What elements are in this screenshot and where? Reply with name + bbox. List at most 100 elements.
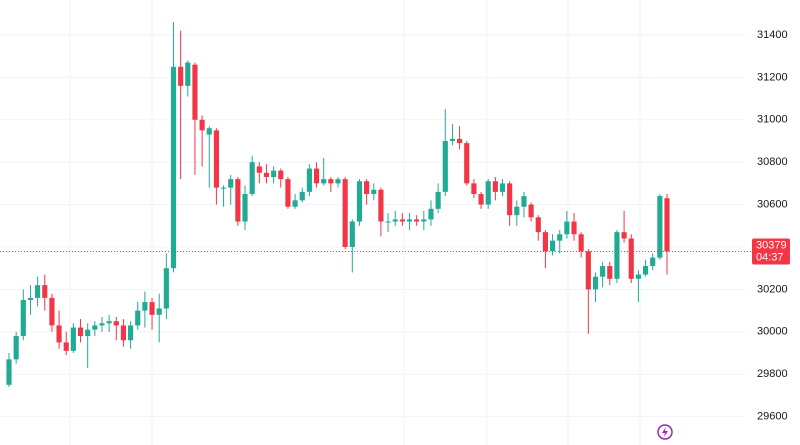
last-price-label: 30379 xyxy=(756,239,787,251)
candle-body xyxy=(535,217,541,233)
candle-body xyxy=(485,181,491,205)
countdown-label: 04:37 xyxy=(756,251,784,263)
candle-body xyxy=(406,219,413,222)
y-tick-label: 31200 xyxy=(757,71,788,83)
candle-body xyxy=(428,208,434,220)
candle-body xyxy=(335,179,341,184)
candle-body xyxy=(499,183,506,192)
candle-body xyxy=(356,181,363,222)
candle-body xyxy=(163,268,169,309)
candle-body xyxy=(521,196,527,207)
candle-body xyxy=(128,325,134,341)
candle-body xyxy=(642,266,649,275)
candle-body xyxy=(621,232,627,239)
candle-body xyxy=(92,325,98,330)
candle-body xyxy=(228,179,234,188)
candle-body xyxy=(585,251,591,290)
candle-body xyxy=(507,183,513,216)
candle-body xyxy=(385,221,391,223)
candle-body xyxy=(70,327,76,351)
candle-body xyxy=(178,66,184,86)
candle-body xyxy=(371,189,377,194)
candle-body xyxy=(364,181,370,194)
candle-body xyxy=(578,234,584,252)
candle-body xyxy=(464,143,470,184)
candle-body xyxy=(557,234,563,241)
candle-body xyxy=(63,342,69,351)
candle-body xyxy=(628,238,634,279)
candle-body xyxy=(49,297,55,326)
candle-body xyxy=(650,257,656,267)
y-tick-label: 29600 xyxy=(757,410,788,422)
candle-body xyxy=(564,221,570,235)
candle-body xyxy=(442,140,448,192)
candle-body xyxy=(242,193,248,222)
candle-body xyxy=(313,168,320,184)
candle-body xyxy=(471,183,477,194)
candle-body xyxy=(600,266,606,277)
candle-body xyxy=(42,285,48,298)
candle-body xyxy=(435,191,441,209)
candle-body xyxy=(170,66,177,269)
candle-body xyxy=(192,64,198,120)
candle-body xyxy=(6,359,12,385)
candle-body xyxy=(328,179,334,184)
candle-body xyxy=(77,327,84,337)
candle-body xyxy=(449,138,456,141)
candle-body xyxy=(378,189,384,222)
candle-body xyxy=(592,276,599,290)
candle-body xyxy=(271,170,277,178)
candle-body xyxy=(414,219,420,222)
candle-body xyxy=(20,299,26,337)
candle-body xyxy=(249,162,255,194)
y-tick-label: 30200 xyxy=(757,283,788,295)
candle-body xyxy=(206,128,212,135)
y-tick-label: 30000 xyxy=(757,326,788,338)
candle-body xyxy=(256,166,262,173)
candle-body xyxy=(664,198,670,252)
candle-body xyxy=(514,206,520,216)
candle-body xyxy=(106,321,112,324)
y-tick-label: 30800 xyxy=(757,156,788,168)
candle-body xyxy=(607,266,613,279)
candle-body xyxy=(56,325,62,343)
candle-body xyxy=(13,336,19,360)
candle-body xyxy=(199,119,205,131)
candle-body xyxy=(349,221,355,247)
candle-body xyxy=(478,193,484,205)
candle-body xyxy=(135,310,141,326)
candle-body xyxy=(306,168,312,192)
candle-body xyxy=(156,308,162,315)
candle-body xyxy=(220,187,227,189)
candle-body xyxy=(657,196,663,258)
candle-body xyxy=(571,221,577,235)
candle-body xyxy=(263,172,270,178)
candle-body xyxy=(113,321,119,326)
candle-body xyxy=(457,138,463,144)
candle-body xyxy=(342,179,348,247)
y-tick-label: 30600 xyxy=(757,198,788,210)
candle-body xyxy=(142,302,148,311)
candle-body xyxy=(399,219,405,222)
candle-body xyxy=(549,240,556,252)
candle-body xyxy=(492,181,498,192)
candle-body xyxy=(27,297,34,300)
y-tick-label: 31400 xyxy=(757,29,788,41)
y-tick-label: 31000 xyxy=(757,114,788,126)
candle-body xyxy=(285,179,291,207)
candle-body xyxy=(278,170,284,180)
candle-body xyxy=(185,62,191,86)
candle-body xyxy=(528,204,534,218)
last-price-box xyxy=(752,238,790,265)
candle-body xyxy=(392,219,398,222)
candle-body xyxy=(35,285,41,298)
candle-body xyxy=(421,219,427,222)
lightning-icon[interactable] xyxy=(657,424,673,440)
candle-body xyxy=(542,232,548,252)
candle-body xyxy=(299,191,305,201)
candle-body xyxy=(120,325,127,341)
y-tick-label: 29800 xyxy=(757,368,788,380)
candle-body xyxy=(213,130,219,188)
